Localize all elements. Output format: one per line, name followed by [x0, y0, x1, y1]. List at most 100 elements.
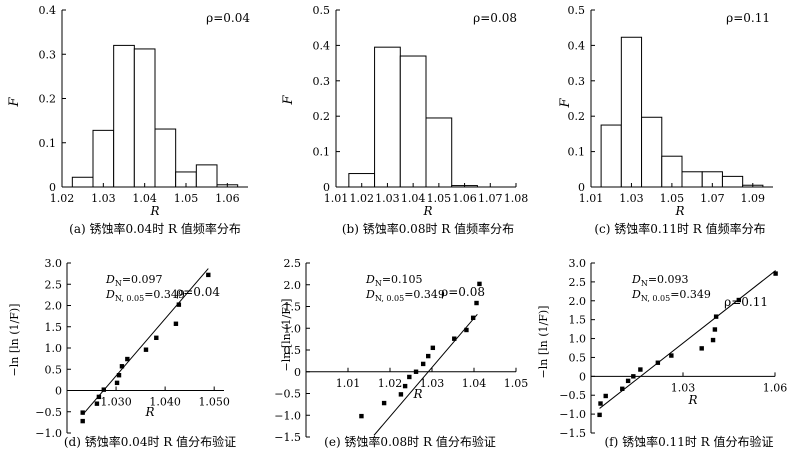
y-tick-label: 0.5	[569, 351, 587, 364]
stat-symbol: D	[631, 288, 641, 301]
stat-value: =0.349	[404, 288, 445, 301]
data-point	[620, 386, 625, 391]
x-axis-label: R	[144, 405, 154, 419]
chart-panel-f: −1.5 −1.0 −0.5 0 0.5 1.0 1.5 2.0 2.5 3.0 1.03 1.06 D…	[537, 257, 787, 449]
stat-subscript: N	[375, 279, 382, 288]
histogram-bar	[399, 55, 427, 188]
rho-annotation: ρ=0.08	[473, 11, 517, 25]
data-point	[638, 367, 643, 372]
x-tick-label: 1.09	[741, 192, 766, 205]
data-point	[736, 297, 742, 303]
x-tick-label: 1.01	[336, 377, 361, 390]
histogram-bar	[195, 164, 218, 188]
y-tick-label: −1.0	[35, 427, 62, 440]
stat-subscript: N, 0.05	[115, 294, 144, 303]
histogram-bar	[71, 176, 94, 188]
stat-symbol: D	[365, 288, 375, 301]
y-tick-label: −1.0	[559, 408, 586, 421]
x-tick-label: 1.08	[504, 192, 529, 205]
x-tick-label: 1.07	[700, 192, 725, 205]
x-tick-label: 1.06	[215, 192, 240, 205]
y-axis-label: −ln [ln (1/F)]	[537, 306, 550, 379]
y-axis-label: −ln [ln (1/F)]	[8, 304, 21, 377]
data-point	[464, 327, 469, 333]
panel-caption: (f) 锈蚀率0.11时 R 值分布验证	[604, 434, 773, 449]
y-tick-label: 0.5	[45, 363, 63, 376]
y-tick-label: −0.5	[274, 388, 301, 401]
stat-symbol: D	[105, 273, 115, 286]
rho-annotation: ρ=0.11	[726, 11, 770, 25]
histogram-bar	[374, 46, 401, 188]
data-point	[655, 360, 661, 365]
y-tick-label: 0.1	[313, 146, 331, 159]
fit-line	[599, 270, 776, 409]
data-point	[154, 335, 159, 340]
x-tick-label: 1.01	[324, 192, 349, 205]
data-point	[80, 418, 85, 424]
data-point	[381, 400, 387, 406]
y-tick-label: 1.0	[569, 333, 587, 346]
y-tick-label: 3.0	[45, 257, 63, 270]
panel-caption: (d) 锈蚀率0.04时 R 值分布验证	[64, 434, 236, 449]
panel-caption: (a) 锈蚀率0.04时 R 值频率分布	[69, 221, 241, 236]
stat-subscript: N, 0.05	[375, 294, 404, 303]
y-tick-label: 0.5	[568, 4, 586, 17]
fit-line	[373, 314, 478, 436]
chart-panel-e: −1.5 −1.0 −0.5 0 0.5 1.0 1.5 2.0 2.5 1.01 1.02 1.03…	[274, 257, 528, 449]
panel-caption: (c) 锈蚀率0.11时 R 值频率分布	[594, 221, 765, 236]
rho-annotation: ρ=0.08	[441, 285, 485, 299]
data-point	[114, 380, 120, 386]
data-point	[206, 272, 211, 278]
histogram-bar	[641, 116, 663, 188]
y-axis-label: −ln [ln (1/F)]	[280, 299, 293, 372]
rho-annotation: ρ=0.04	[206, 11, 250, 25]
rho-annotation: ρ=0.04	[176, 285, 220, 299]
x-tick-label: 1.02	[349, 192, 374, 205]
data-point	[710, 337, 716, 343]
stat-line: DN, 0.05=0.349	[631, 288, 711, 303]
y-tick-label: −1.5	[274, 431, 301, 444]
y-tick-label: 0.3	[313, 75, 331, 88]
y-tick-label: 1.5	[569, 314, 587, 327]
y-tick-label: 2.5	[569, 276, 587, 289]
y-tick-label: 0.3	[39, 48, 57, 61]
x-tick-label: 1.06	[452, 192, 477, 205]
data-point	[96, 394, 102, 400]
stat-value: =0.349	[670, 288, 711, 301]
panel-caption: (b) 锈蚀率0.08时 R 值频率分布	[342, 221, 514, 236]
x-axis-label: R	[687, 393, 697, 407]
stat-line: DN, 0.05=0.349	[105, 288, 185, 303]
x-tick-label: 1.06	[763, 381, 788, 394]
y-tick-label: 0	[55, 385, 62, 398]
data-point	[426, 353, 431, 359]
stat-subscript: N, 0.05	[641, 294, 670, 303]
x-tick-label: 1.05	[427, 192, 452, 205]
y-tick-label: 0.4	[39, 4, 57, 17]
data-point	[625, 378, 631, 384]
y-tick-label: 0.5	[284, 344, 302, 357]
x-tick-label: 1.040	[149, 396, 181, 409]
rho-annotation: ρ=0.11	[724, 295, 768, 309]
data-point	[669, 353, 674, 358]
data-point	[94, 401, 100, 406]
x-tick-label: 1.05	[504, 377, 529, 390]
y-tick-label: 0.3	[568, 75, 586, 88]
histogram-bar	[425, 117, 453, 188]
data-point	[773, 271, 778, 276]
data-point	[603, 393, 608, 399]
x-tick-label: 1.03	[420, 377, 445, 390]
x-tick-label: 1.03	[619, 192, 644, 205]
x-axis-label: R	[674, 204, 684, 218]
data-point	[173, 321, 179, 326]
y-tick-label: 0.1	[568, 146, 586, 159]
x-tick-label: 1.02	[50, 192, 75, 205]
y-tick-label: 0.5	[313, 4, 331, 17]
data-point	[474, 300, 479, 306]
data-point	[119, 364, 125, 369]
stat-subscript: N	[641, 279, 648, 288]
x-tick-label: 1.05	[660, 192, 685, 205]
data-point	[116, 373, 122, 378]
histogram-bar	[661, 155, 683, 188]
chart-panel-a: 0 0.1 0.2 0.3 0.4 1.02 1.03 1.04 1.05 1.06 ρ=0.04 R…	[7, 4, 250, 236]
